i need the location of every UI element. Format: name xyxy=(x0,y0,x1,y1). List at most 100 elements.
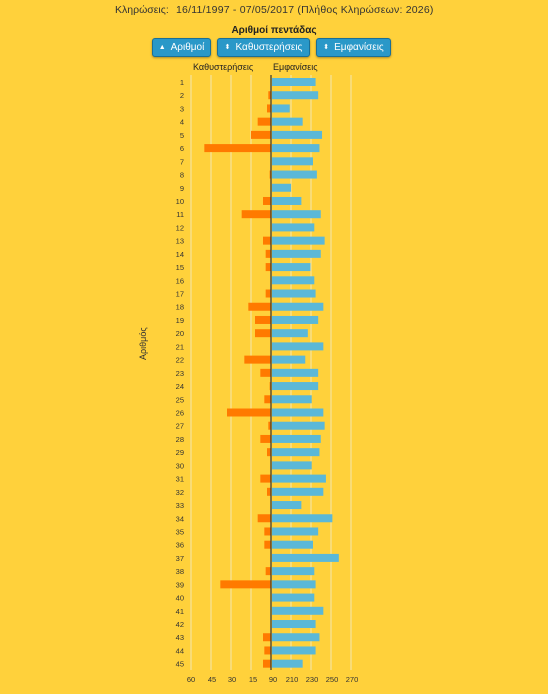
appearance-bar xyxy=(272,567,315,576)
appearance-bar xyxy=(272,580,316,589)
chart-title: Αριθμοί πεντάδας xyxy=(231,25,317,36)
category-label: 3 xyxy=(180,104,184,113)
appearance-bar xyxy=(272,368,319,377)
delay-bar xyxy=(255,315,271,324)
category-label: 4 xyxy=(180,118,184,127)
delay-bar xyxy=(269,170,271,179)
draws-range: 16/11/1997 - 07/05/2017 (Πλήθος Κληρώσεω… xyxy=(176,4,434,16)
category-label: 22 xyxy=(176,356,184,365)
appearance-bar xyxy=(272,117,303,126)
category-label: 6 xyxy=(180,144,184,153)
appearance-bar xyxy=(272,196,302,205)
delay-bar xyxy=(267,487,271,496)
category-label: 23 xyxy=(176,369,184,378)
category-label: 35 xyxy=(176,527,184,536)
category-label: 38 xyxy=(176,567,184,576)
appearance-bar xyxy=(272,276,315,285)
category-label: 41 xyxy=(176,607,184,616)
appearance-bar xyxy=(272,408,324,417)
delay-bar xyxy=(265,289,271,298)
sort-delays-button[interactable]: ⬍ Καθυστερήσεις xyxy=(217,38,310,57)
appearance-bar xyxy=(272,223,315,232)
category-label: 43 xyxy=(176,633,184,642)
appearance-bar xyxy=(272,157,313,166)
delay-bar xyxy=(263,196,271,205)
x-tick-label: 90 xyxy=(269,675,277,684)
category-label: 42 xyxy=(176,620,184,629)
category-label: 16 xyxy=(176,276,184,285)
delay-bar xyxy=(263,659,271,668)
delay-bar xyxy=(269,382,271,391)
appearance-bar xyxy=(272,606,324,615)
appearance-bar xyxy=(272,659,303,668)
appearance-bar xyxy=(272,382,319,391)
appearance-bar xyxy=(272,448,320,457)
x-tick-label: 15 xyxy=(249,675,257,684)
delay-bar xyxy=(264,527,271,536)
x-tick-label: 230 xyxy=(306,675,319,684)
category-label: 14 xyxy=(176,250,184,259)
appearance-bar xyxy=(272,144,320,153)
appearance-bar xyxy=(272,540,313,549)
category-label: 45 xyxy=(176,660,184,669)
category-label: 17 xyxy=(176,290,184,299)
delay-bar xyxy=(260,434,271,443)
appearance-bar xyxy=(272,593,315,602)
delay-bar xyxy=(267,448,271,457)
delays-axis-title: Καθυστερήσεις xyxy=(193,62,254,72)
appearance-bar xyxy=(272,434,321,443)
appearance-bar xyxy=(272,461,312,470)
sort-numbers-label: Αριθμοί xyxy=(170,42,205,53)
sort-appearances-button[interactable]: ⬍ Εμφανίσεις xyxy=(316,38,391,57)
category-label: 39 xyxy=(176,580,184,589)
delay-bar xyxy=(255,329,271,338)
category-label: 33 xyxy=(176,501,184,510)
sort-appearances-label: Εμφανίσεις xyxy=(334,42,384,53)
appearance-bar xyxy=(272,210,321,219)
appearance-bar xyxy=(272,421,325,430)
x-tick-label: 30 xyxy=(228,675,236,684)
delay-bar xyxy=(227,408,271,417)
delay-bar xyxy=(265,567,271,576)
category-label: 2 xyxy=(180,91,184,100)
appearance-bar xyxy=(272,474,326,483)
sort-numbers-button[interactable]: ▲ Αριθμοί xyxy=(152,38,211,57)
delay-bar xyxy=(263,236,271,245)
sort-both-icon: ⬍ xyxy=(323,44,330,51)
category-label: 31 xyxy=(176,475,184,484)
delay-bar xyxy=(265,249,271,258)
category-label: 1 xyxy=(180,78,184,87)
delay-bar xyxy=(265,263,271,272)
delay-bar xyxy=(264,646,271,655)
appearance-bar xyxy=(272,633,320,642)
appearance-bar xyxy=(272,501,302,510)
delay-bar xyxy=(264,395,271,404)
appearance-bar xyxy=(272,78,316,86)
delay-bar xyxy=(251,130,271,139)
draws-label: Κληρώσεις: xyxy=(115,4,169,16)
delay-bar xyxy=(268,91,271,100)
appearance-bar xyxy=(272,91,319,100)
appearance-bar xyxy=(272,263,311,272)
appearances-axis-title: Εμφανίσεις xyxy=(273,62,318,72)
appearance-bar xyxy=(272,620,316,629)
delay-bar xyxy=(260,368,271,377)
category-label: 7 xyxy=(180,157,184,166)
category-label: 34 xyxy=(176,514,184,523)
category-label: 19 xyxy=(176,316,184,325)
category-label: 5 xyxy=(180,131,184,140)
category-label: 9 xyxy=(180,184,184,193)
appearance-bar xyxy=(272,289,316,298)
x-tick-label: 210 xyxy=(286,675,299,684)
delay-bar xyxy=(260,474,271,483)
category-label: 26 xyxy=(176,409,184,418)
category-label: 15 xyxy=(176,263,184,272)
delay-bar xyxy=(244,355,271,364)
appearance-bar xyxy=(272,183,292,192)
category-label: 44 xyxy=(176,646,184,655)
delay-bar xyxy=(257,514,271,523)
x-tick-label: 60 xyxy=(187,675,195,684)
x-tick-label: 270 xyxy=(346,675,359,684)
delay-bar xyxy=(220,580,271,589)
